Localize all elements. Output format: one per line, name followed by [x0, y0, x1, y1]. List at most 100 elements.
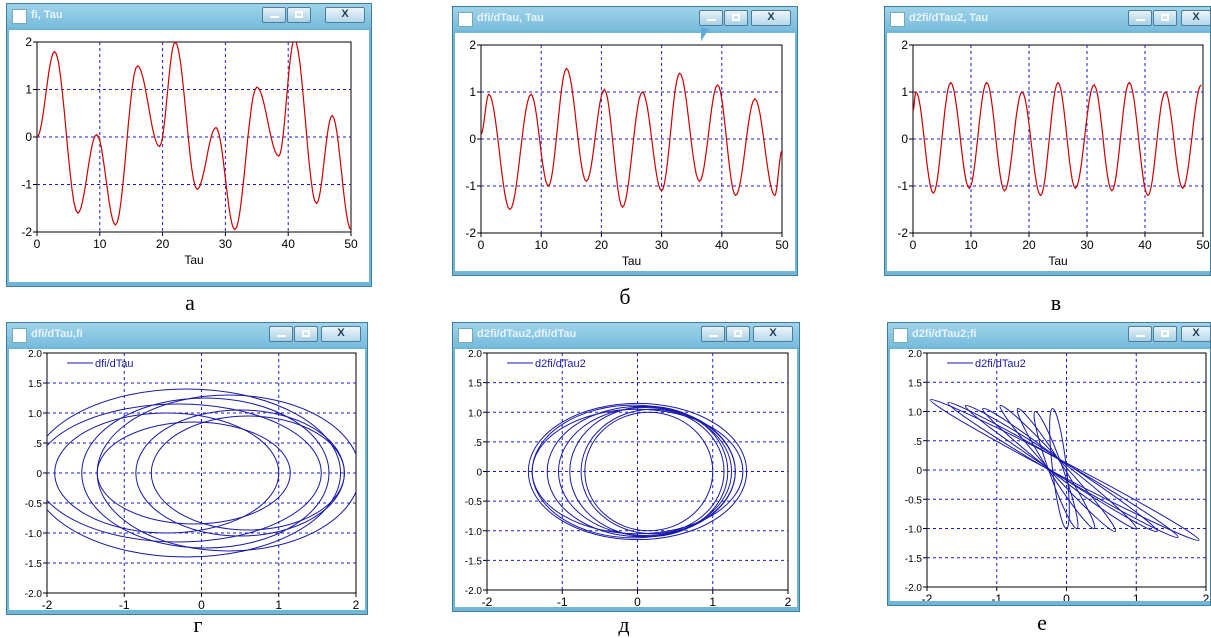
y-tick-label: .5: [474, 438, 483, 449]
minimize-button[interactable]: [262, 7, 286, 23]
minimize-button[interactable]: [701, 326, 725, 342]
app-icon: [458, 328, 473, 343]
minimize-button[interactable]: [699, 10, 723, 26]
y-tick-label: 0: [476, 468, 482, 479]
y-tick-label: 0: [25, 130, 32, 144]
phase-loop: [47, 388, 342, 558]
phase-loop: [584, 411, 714, 532]
y-tick-label: .5: [34, 439, 43, 450]
maximize-button[interactable]: [1153, 326, 1177, 342]
series-line: [481, 67, 782, 211]
x-axis-label: Tau: [622, 254, 641, 268]
chart-area: -2-10122.01.51.0.50-0.5-1.0-1.5-2.0fid2f…: [890, 349, 1210, 618]
x-axis-label: Tau: [1048, 254, 1067, 268]
x-tick-label: 30: [219, 237, 233, 251]
close-icon: X: [341, 8, 349, 20]
y-tick-label: 1.5: [468, 379, 482, 390]
phase-loop: [580, 408, 725, 535]
x-tick-label: 20: [156, 237, 170, 251]
chart-area: 0 10 20 30 40 50 2 1 0 -1 -2 Tau: [887, 33, 1210, 271]
x-tick-label: 50: [1196, 238, 1210, 252]
x-tick-label: 10: [535, 238, 549, 252]
close-icon: X: [769, 327, 777, 339]
close-button[interactable]: X: [321, 326, 361, 342]
close-button[interactable]: X: [1181, 326, 1211, 342]
x-tick-label: 0: [910, 238, 917, 252]
phase-loop: [1033, 410, 1079, 530]
close-button[interactable]: X: [751, 10, 791, 26]
y-tick-label: .5: [914, 437, 923, 448]
window-title: d2fi/dTau2;fi: [912, 328, 977, 340]
x-tick-label: 0: [1063, 592, 1070, 601]
x-tick-label: 10: [93, 237, 107, 251]
series-group: [527, 402, 748, 541]
maximize-button[interactable]: [294, 326, 318, 342]
y-tick-label: -1.0: [905, 525, 923, 536]
window-title: dfi/dTau, Tau: [477, 12, 544, 24]
close-icon: X: [1192, 11, 1200, 23]
x-tick-label: 40: [282, 237, 296, 251]
chart-svg: -2-10122.01.51.0.50-0.5-1.0-1.5-2.0fidfi…: [25, 349, 360, 624]
x-tick-label: 1: [275, 598, 282, 610]
close-button[interactable]: X: [1181, 10, 1211, 26]
y-tick-label: 1.0: [908, 408, 922, 419]
y-tick-label: -1.0: [25, 529, 43, 540]
maximize-button[interactable]: [726, 326, 750, 342]
chart-area: -2-10122.01.51.0.50-0.5-1.0-1.5-2.0dfi/d…: [455, 349, 797, 621]
maximize-button[interactable]: [1153, 10, 1177, 26]
title-bar[interactable]: d2fi/dTau2, Tau X: [885, 7, 1211, 31]
app-icon: [893, 328, 908, 343]
y-tick-label: -0.5: [905, 495, 923, 506]
x-tick-label: -1: [119, 598, 130, 610]
phase-loop: [569, 405, 729, 538]
title-bar[interactable]: dfi/dTau, Tau X: [453, 7, 797, 31]
series-group: [929, 399, 1200, 541]
y-tick-label: -1.5: [905, 554, 923, 565]
phase-loop: [47, 403, 322, 543]
title-bar[interactable]: d2fi/dTau2;fi X: [888, 323, 1211, 347]
y-tick-label: 1.0: [468, 408, 482, 419]
window-title: dfi/dTau,fi: [31, 328, 83, 340]
x-tick-label: 0: [198, 598, 205, 610]
chart-window-dfi-fi: dfi/dTau,fi X -2 -1 0 1 2 2.0 1.5 1.0 .5 0 -0.5 -1.…: [6, 322, 368, 624]
minimize-button[interactable]: [269, 326, 293, 342]
app-icon: [12, 9, 27, 24]
x-tick-label: 30: [655, 238, 669, 252]
phase-loop: [557, 407, 733, 536]
y-tick-label: -1: [465, 179, 476, 193]
y-tick-label: -1.5: [465, 556, 483, 567]
minimize-button[interactable]: [1128, 10, 1152, 26]
y-tick-label: -1: [21, 178, 32, 192]
series-line: [37, 42, 351, 231]
title-bar[interactable]: d2fi/dTau2,dfi/dTau X: [453, 323, 799, 347]
chart-svg: -2-10122.01.51.0.50-0.5-1.0-1.5-2.0fid2f…: [905, 349, 1210, 618]
minimize-button[interactable]: [1128, 326, 1152, 342]
close-button[interactable]: X: [753, 326, 793, 342]
y-tick-label: 2.0: [468, 349, 482, 360]
close-icon: X: [1192, 327, 1200, 339]
caption-d: д: [618, 612, 630, 637]
y-tick-label: -2.0: [25, 589, 43, 600]
y-tick-label: 1: [25, 83, 32, 97]
chart-window-d2fi-tau: d2fi/dTau2, Tau X 0 10 20 30 40 50 2 1 0 -1 -2 Tau: [884, 6, 1211, 276]
x-tick-label: 0: [478, 238, 485, 252]
y-tick-label: 2: [25, 35, 32, 49]
x-tick-label: -2: [482, 595, 493, 607]
caption-g: г: [193, 612, 203, 637]
series-group: [47, 388, 356, 558]
maximize-button[interactable]: [724, 10, 748, 26]
phase-loop: [54, 412, 280, 534]
legend-label: d2fi/dTau2: [975, 358, 1026, 370]
close-button[interactable]: X: [325, 7, 365, 23]
legend-label: dfi/dTau: [95, 358, 134, 370]
title-bar[interactable]: fi, Tau X: [7, 4, 371, 28]
x-tick-label: -1: [991, 592, 1002, 601]
caption-v: в: [1050, 290, 1062, 315]
maximize-button[interactable]: [287, 7, 311, 23]
app-icon: [458, 12, 473, 27]
title-bar[interactable]: dfi/dTau,fi X: [7, 323, 367, 347]
x-tick-label: 2: [353, 598, 360, 610]
x-tick-label: 0: [34, 237, 41, 251]
